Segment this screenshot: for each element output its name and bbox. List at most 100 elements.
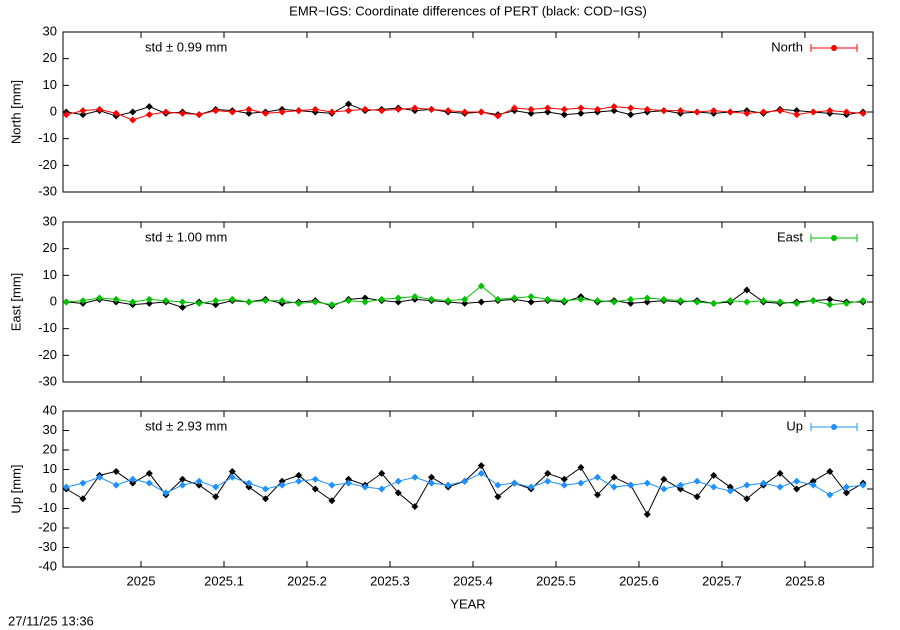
- data-point: [79, 479, 87, 487]
- data-point: [743, 495, 751, 503]
- y-tick-label: 0: [50, 480, 57, 495]
- data-point: [544, 469, 552, 477]
- data-point: [129, 479, 137, 487]
- data-point: [361, 294, 369, 302]
- data-point: [793, 111, 801, 119]
- data-point: [278, 297, 286, 305]
- y-tick-label: -40: [38, 558, 57, 573]
- data-point: [560, 297, 568, 305]
- x-tick-label: 2025.7: [702, 573, 742, 588]
- std-annotation: std ± 2.93 mm: [145, 418, 227, 433]
- data-point: [610, 473, 618, 481]
- data-point: [195, 111, 203, 119]
- data-point: [809, 297, 817, 305]
- data-point: [245, 483, 253, 491]
- data-point: [179, 109, 187, 117]
- y-tick-label: -10: [38, 130, 57, 145]
- data-point: [710, 299, 718, 307]
- data-point: [212, 301, 220, 309]
- data-point: [676, 297, 684, 305]
- data-point: [527, 109, 535, 117]
- data-point: [96, 473, 104, 481]
- data-point: [411, 293, 419, 301]
- data-point: [577, 295, 585, 303]
- data-point: [826, 491, 834, 499]
- data-point: [710, 107, 718, 115]
- data-point: [444, 481, 452, 489]
- data-point: [610, 483, 618, 491]
- y-tick-label: -10: [38, 320, 57, 335]
- data-point: [859, 109, 867, 117]
- y-tick-label: 10: [43, 461, 57, 476]
- data-point: [627, 295, 635, 303]
- data-point: [544, 477, 552, 485]
- data-point: [544, 295, 552, 303]
- data-point: [411, 503, 419, 511]
- y-tick-label: -10: [38, 500, 57, 515]
- data-point: [112, 481, 120, 489]
- data-point: [759, 479, 767, 487]
- data-point: [344, 479, 352, 487]
- data-point: [278, 477, 286, 485]
- data-point: [527, 298, 535, 306]
- data-point: [477, 469, 485, 477]
- data-point: [826, 295, 834, 303]
- data-point: [643, 294, 651, 302]
- series-line: [66, 464, 864, 516]
- legend-label: North: [771, 39, 803, 54]
- data-point: [793, 477, 801, 485]
- data-point: [344, 297, 352, 305]
- data-point: [743, 286, 751, 294]
- data-point: [643, 479, 651, 487]
- data-point: [627, 299, 635, 307]
- data-point: [129, 108, 137, 116]
- data-point: [726, 297, 734, 305]
- data-point: [826, 467, 834, 475]
- data-point: [228, 295, 236, 303]
- data-point: [262, 485, 269, 493]
- data-point: [262, 495, 269, 503]
- data-point: [494, 493, 502, 501]
- data-point: [228, 108, 236, 116]
- y-tick-label: -30: [38, 539, 57, 554]
- data-point: [344, 475, 352, 483]
- data-point: [179, 475, 187, 483]
- data-point: [610, 103, 618, 111]
- data-point: [577, 479, 585, 487]
- x-tick-label: 2025.1: [204, 573, 244, 588]
- data-point: [510, 479, 518, 487]
- data-point: [228, 473, 236, 481]
- data-point: [79, 107, 87, 115]
- data-point: [527, 483, 535, 491]
- data-point: [693, 298, 701, 306]
- data-point: [394, 105, 402, 113]
- data-point: [759, 108, 767, 116]
- data-point: [212, 297, 220, 305]
- data-point: [776, 298, 784, 306]
- data-point: [378, 485, 386, 493]
- y-tick-label: -20: [38, 157, 57, 172]
- y-tick-label: 20: [43, 50, 57, 65]
- data-point: [660, 475, 668, 483]
- data-point: [344, 100, 352, 108]
- data-point: [195, 299, 203, 307]
- data-point: [494, 481, 502, 489]
- data-point: [776, 483, 784, 491]
- data-point: [842, 483, 850, 491]
- data-point: [809, 477, 817, 485]
- data-point: [427, 473, 435, 481]
- plot-frame: [62, 410, 874, 568]
- data-point: [228, 467, 236, 475]
- data-point: [759, 297, 767, 305]
- y-axis-label: Up [mm]: [8, 464, 23, 513]
- data-point: [627, 111, 635, 119]
- x-tick-label: 2025.3: [370, 573, 410, 588]
- data-point: [378, 295, 386, 303]
- data-point: [179, 298, 187, 306]
- data-point: [660, 107, 668, 115]
- data-point: [112, 295, 120, 303]
- data-point: [461, 295, 469, 303]
- data-point: [378, 469, 386, 477]
- data-point: [593, 105, 601, 113]
- data-point: [859, 481, 867, 489]
